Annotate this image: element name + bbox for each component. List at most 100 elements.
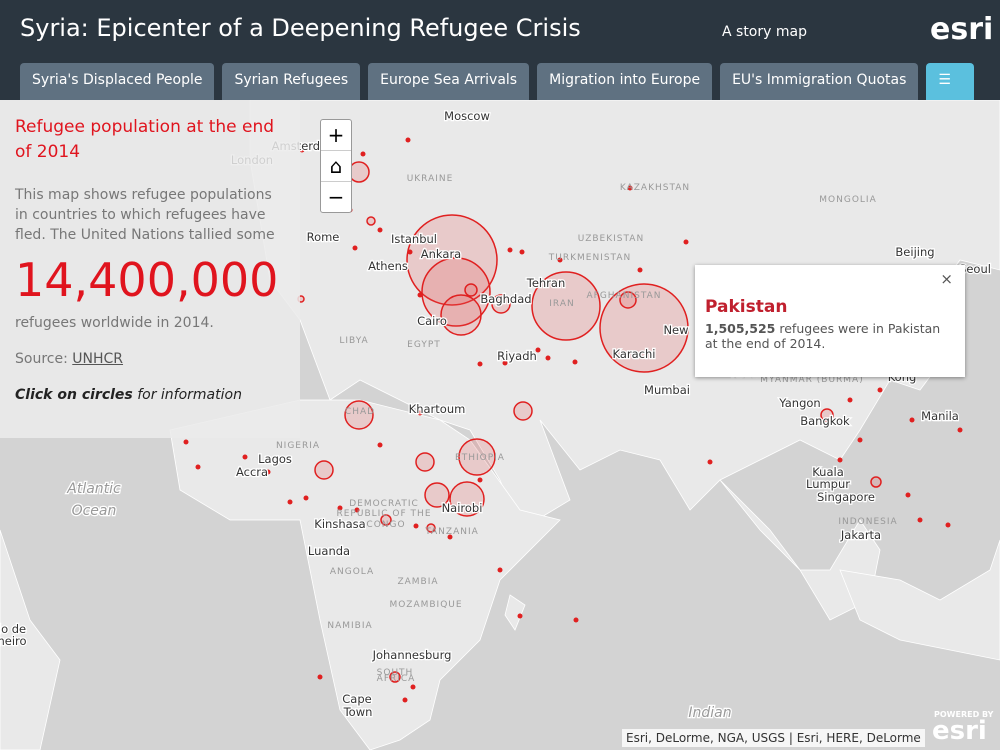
tab[interactable]: Migration into Europe	[537, 63, 713, 100]
map-label: Khartoum	[409, 402, 466, 416]
refugee-circle	[464, 283, 478, 297]
map-label: Lagos	[258, 452, 292, 466]
refugee-dot	[877, 387, 883, 393]
refugee-dot	[847, 397, 853, 403]
refugee-circle	[344, 400, 374, 430]
map-label: SOUTH	[377, 668, 414, 678]
map-label: NIGERIA	[276, 441, 320, 451]
refugee-circle	[314, 460, 334, 480]
refugee-dot	[627, 185, 633, 191]
map-label: NAMIBIA	[327, 621, 372, 631]
map-label: INDONESIA	[838, 517, 897, 527]
map-label: CONGO	[366, 520, 405, 530]
panel-total: 14,400,000	[15, 253, 279, 307]
refugee-circle	[406, 214, 498, 306]
refugee-dot	[337, 505, 343, 511]
tab[interactable]: Europe Sea Arrivals	[368, 63, 530, 100]
refugee-circle	[348, 161, 370, 183]
refugee-dot	[572, 359, 578, 365]
refugee-dot	[917, 517, 923, 523]
map-label: io de	[0, 622, 26, 636]
refugee-dot	[909, 417, 915, 423]
header: Syria: Epicenter of a Deepening Refugee …	[0, 0, 1000, 100]
refugee-dot	[402, 697, 408, 703]
menu-button[interactable]: ☰	[926, 63, 975, 100]
refugee-dot	[447, 534, 453, 540]
popup-title: Pakistan	[705, 297, 788, 317]
map-label: MOZAMBIQUE	[389, 600, 462, 610]
map-label: Indian	[688, 705, 731, 721]
map-label: neiro	[0, 634, 27, 648]
refugee-circle	[440, 294, 482, 336]
map-label: Yangon	[778, 396, 820, 410]
map-label: New	[663, 323, 688, 337]
map[interactable]: MoscowAmsterdamLondonUKRAINEKAZAKHSTANMO…	[0, 100, 1000, 750]
source-link[interactable]: UNHCR	[72, 351, 124, 367]
map-label: Jakarta	[840, 528, 881, 542]
zoom-in[interactable]: +	[321, 120, 351, 151]
title: Syria: Epicenter of a Deepening Refugee …	[20, 14, 581, 42]
map-label: Cairo	[417, 314, 447, 328]
map-label: Kuala	[812, 465, 844, 479]
refugee-dot	[517, 613, 523, 619]
refugee-dot	[507, 247, 513, 253]
refugee-dot	[573, 617, 579, 623]
refugee-dot	[502, 360, 508, 366]
map-label: Accra	[236, 465, 268, 479]
map-label: MYANMAR (BURMA)	[760, 375, 863, 385]
map-label: Karachi	[613, 347, 656, 361]
popup-text: refugees were in Pakistan at the end of …	[705, 321, 941, 351]
refugee-dot	[457, 507, 463, 513]
map-label: Nairobi	[442, 501, 483, 515]
map-label: EGYPT	[407, 340, 441, 350]
refugee-dot	[857, 437, 863, 443]
popup-count: 1,505,525	[705, 321, 776, 336]
panel-hint: Click on circles for information	[15, 387, 285, 403]
hint-em: Click on circles	[15, 387, 133, 403]
map-label: Bangkok	[800, 414, 850, 428]
map-label: UKRAINE	[407, 174, 454, 184]
map-label: Istanbul	[391, 232, 437, 246]
map-label: Beijing	[895, 245, 934, 259]
refugee-circle	[421, 257, 491, 327]
tab[interactable]: EU's Immigration Quotas	[720, 63, 919, 100]
tab[interactable]: Syria's Displaced People	[20, 63, 215, 100]
map-label: Cape	[342, 692, 371, 706]
refugee-dot	[683, 239, 689, 245]
map-label: ZAMBIA	[397, 577, 438, 587]
refugee-circle	[389, 671, 401, 683]
map-label: Johannesburg	[372, 648, 452, 662]
refugee-dot	[405, 137, 411, 143]
home[interactable]: ⌂	[321, 151, 351, 182]
refugee-dot	[183, 439, 189, 445]
close[interactable]: ×	[940, 270, 953, 288]
zoom-out[interactable]: −	[327, 185, 345, 209]
refugee-circle	[491, 294, 511, 314]
hint-rest: for information	[137, 387, 242, 403]
refugee-circle	[366, 216, 376, 226]
map-label: Baghdad	[480, 292, 531, 306]
panel-description: This map shows refugee populations in co…	[15, 187, 275, 243]
map-label: AFRICA	[377, 674, 416, 684]
refugee-dot	[413, 523, 419, 529]
map-label: KAZAKHSTAN	[620, 183, 690, 193]
popup: × Pakistan 1,505,525 refugees were in Pa…	[695, 265, 965, 377]
story-label: A story map	[722, 24, 807, 40]
refugee-circle	[870, 476, 882, 488]
map-label: Singapore	[817, 490, 875, 504]
refugee-dot	[707, 459, 713, 465]
map-label: Rome	[307, 230, 340, 244]
map-label: CHAD	[345, 407, 375, 417]
map-label: REPUBLIC OF THE	[336, 509, 431, 519]
logo[interactable]: esri	[930, 12, 994, 47]
map-label: Seoul	[959, 262, 991, 276]
refugee-circle	[415, 452, 435, 472]
refugee-dot	[360, 151, 366, 157]
refugee-dot	[299, 147, 305, 153]
map-label: IRAN	[549, 299, 574, 309]
tabs: Syria's Displaced People Syrian Refugees E…	[20, 63, 975, 100]
refugee-dot	[242, 454, 248, 460]
map-label: Mumbai	[644, 383, 690, 397]
map-label: Athens	[368, 259, 408, 273]
tab[interactable]: Syrian Refugees	[222, 63, 361, 100]
